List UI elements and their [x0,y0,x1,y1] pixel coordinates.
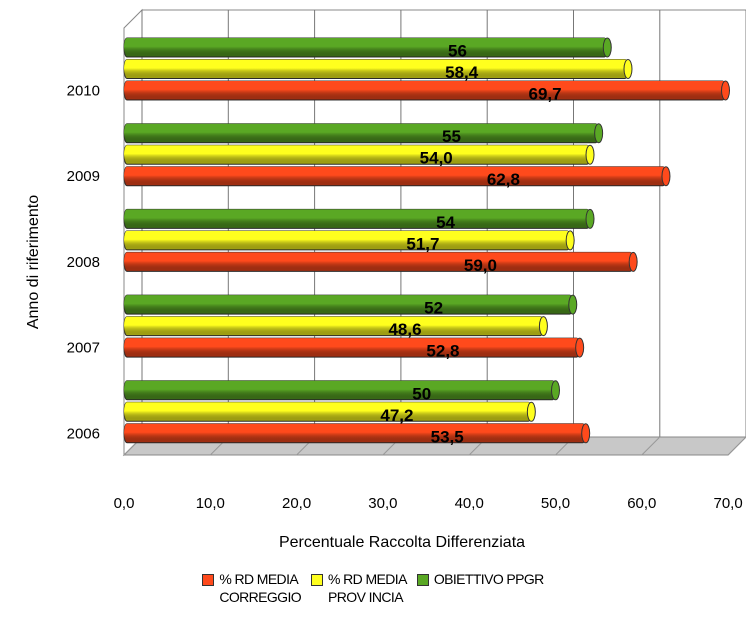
bar-shade [124,402,532,422]
x-tick-label: 40,0 [455,495,484,512]
x-tick-label: 0,0 [114,495,135,512]
bar-shade [124,252,634,272]
data-label: 54 [436,213,455,232]
bar-end-cap [585,208,595,229]
x-tick-label: 70,0 [713,495,742,512]
bar-shade [124,338,580,358]
x-axis-title: Percentuale Raccolta Differenziata [279,534,525,551]
legend-label-correggio: % RD MEDIA CORREGGIO [219,571,302,605]
y-tick-label: 2006 [67,425,100,442]
data-label: 52,8 [426,342,459,361]
bar-end-cap [526,401,536,422]
bar-shade [124,316,544,336]
floor-gridline [641,436,661,456]
data-label: 69,7 [529,85,562,104]
bar-end-cap [575,337,585,358]
bar-shade [124,145,591,165]
bar-shade [124,81,726,100]
bar-end-cap [602,37,612,58]
legend-item-provincia: % RD MEDIA PROV INCIA [311,570,407,606]
data-label: 59,0 [464,256,497,275]
data-label: 62,8 [487,170,520,189]
legend-label-obiettivo: OBIETTIVO PPGR [433,571,544,587]
legend-item-obiettivo: OBIETTIVO PPGR [416,570,544,606]
legend-label-provincia: % RD MEDIA PROV INCIA [328,571,407,605]
x-tick-label: 60,0 [627,495,656,512]
bar-shade [124,123,599,143]
x-tick-label: 50,0 [541,495,570,512]
bar-end-cap [538,316,548,337]
floor-gridline [727,436,746,456]
bar-end-cap [585,144,595,165]
y-tick-label: 2008 [67,254,100,271]
bar-shade [124,209,591,229]
bar-end-cap [565,230,575,251]
bar-shade [124,38,608,57]
bar-end-cap [581,423,591,444]
data-label: 54,0 [420,149,453,168]
bar-end-cap [628,251,638,272]
legend-swatch-correggio [202,574,215,586]
data-label: 53,5 [431,427,464,446]
y-tick-label: 2010 [67,83,100,100]
data-label: 51,7 [406,234,439,253]
legend-item-correggio: % RD MEDIA CORREGGIO [202,570,302,606]
legend-swatch-obiettivo [416,574,429,586]
x-tick-label: 10,0 [196,495,225,512]
data-label: 56 [448,42,467,61]
bar-end-cap [594,123,604,144]
bar-end-cap [551,380,560,401]
data-label: 47,2 [380,406,413,425]
bar-shade [124,230,571,250]
bar-shade [124,295,573,315]
legend-swatch-provincia [311,574,324,586]
bar-shade [124,166,666,186]
bar-end-cap [661,166,671,187]
bar-shade [124,380,556,400]
y-axis-title: Anno di riferimento [25,195,42,329]
legend: % RD MEDIA CORREGGIO % RD MEDIA PROV INC… [0,570,746,606]
x-tick-label: 30,0 [368,495,397,512]
data-label: 58,4 [445,63,479,82]
bar-end-cap [568,294,578,315]
data-label: 55 [442,127,461,146]
data-label: 52 [424,299,443,318]
bar-end-cap [623,59,633,79]
x-tick-label: 20,0 [282,495,311,512]
bars [123,37,731,444]
data-label: 50 [412,384,431,403]
data-label: 48,6 [388,320,421,339]
y-tick-labels: 2006 2007 2008 2009 2010 [67,83,100,443]
x-tick-labels: 0,0 10,0 20,0 30,0 40,0 50,0 60,0 70,0 [114,495,743,512]
bar-end-cap [721,80,731,101]
bar-shade [124,59,628,79]
bar-shade [124,423,586,443]
y-tick-label: 2007 [67,340,100,357]
y-tick-label: 2009 [67,168,100,185]
